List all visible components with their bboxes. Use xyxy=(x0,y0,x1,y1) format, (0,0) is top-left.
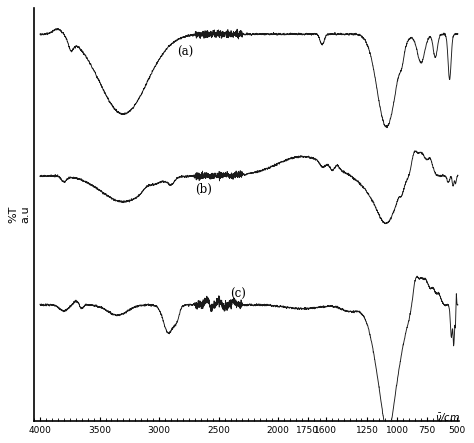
Text: (a): (a) xyxy=(177,46,193,59)
Text: (c): (c) xyxy=(230,288,246,301)
Text: $\bar{\nu}$/cm: $\bar{\nu}$/cm xyxy=(435,412,460,425)
Text: (b): (b) xyxy=(195,183,212,196)
Y-axis label: %T
a.u: %T a.u xyxy=(9,206,30,223)
